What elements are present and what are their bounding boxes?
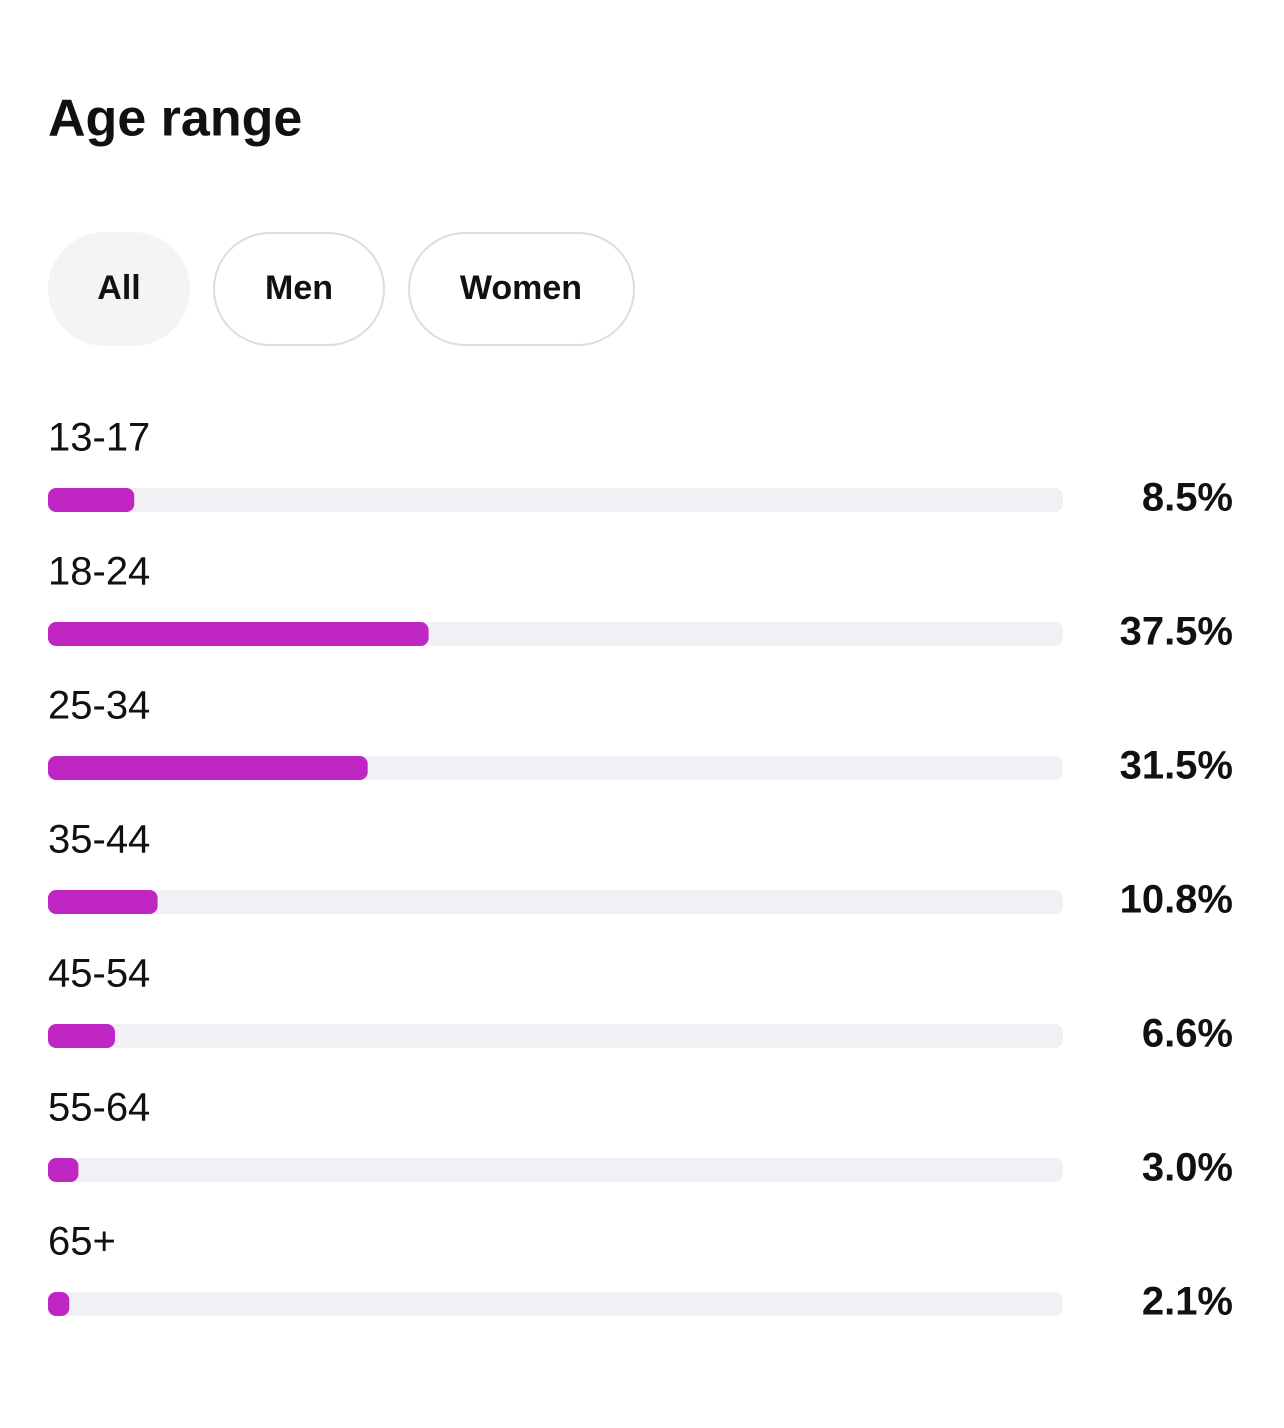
tab-background[interactable] <box>213 232 385 346</box>
bar-track <box>48 1292 1063 1316</box>
category-label: 25-34 <box>48 684 150 728</box>
tab-label[interactable]: Men <box>265 269 333 307</box>
tab-men[interactable]: Men <box>213 232 385 346</box>
value-label: 31.5% <box>1120 744 1233 788</box>
tab-label[interactable]: Women <box>460 269 582 307</box>
value-label: 8.5% <box>1142 476 1233 520</box>
tab-label[interactable]: All <box>97 269 140 307</box>
category-label: 18-24 <box>48 550 150 594</box>
value-label: 37.5% <box>1120 610 1233 654</box>
category-label: 35-44 <box>48 818 150 862</box>
category-label: 45-54 <box>48 952 150 996</box>
bar-track <box>48 488 1063 512</box>
value-label: 6.6% <box>1142 1012 1233 1056</box>
tab-all[interactable]: All <box>48 232 190 346</box>
bar <box>48 488 135 512</box>
bar <box>48 890 158 914</box>
bar-track <box>48 890 1063 914</box>
value-label: 2.1% <box>1142 1280 1233 1324</box>
bar <box>48 1158 79 1182</box>
tab-background[interactable] <box>48 232 190 346</box>
bar <box>48 622 429 646</box>
category-label: 55-64 <box>48 1086 150 1130</box>
bar-track <box>48 1024 1063 1048</box>
card-title: Age range <box>48 90 302 148</box>
tab-background[interactable] <box>408 232 635 346</box>
bar-track <box>48 1158 1063 1182</box>
bar <box>48 1024 115 1048</box>
category-label: 65+ <box>48 1220 116 1264</box>
value-label: 10.8% <box>1120 878 1233 922</box>
tab-women[interactable]: Women <box>408 232 635 346</box>
category-label: 13-17 <box>48 416 150 460</box>
age-bars: 13-17 8.5% 18-24 37.5% 25-34 31.5% 35-44 10.8% 4… <box>48 416 1233 1324</box>
value-label: 3.0% <box>1142 1146 1233 1190</box>
bar <box>48 1292 70 1316</box>
bar <box>48 756 368 780</box>
